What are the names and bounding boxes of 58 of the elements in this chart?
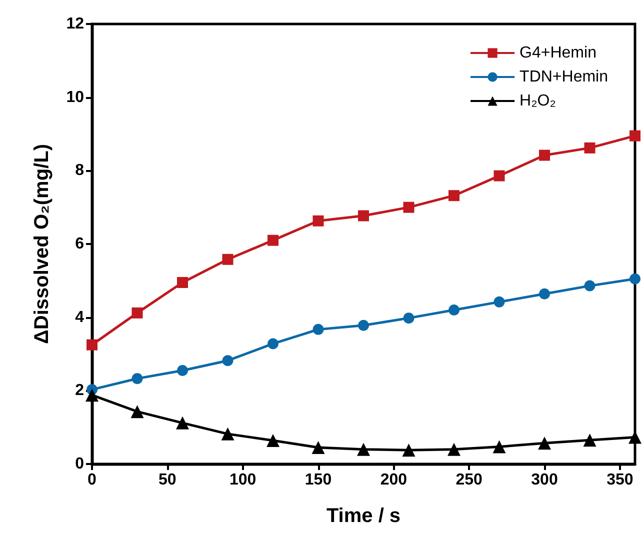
point: [312, 215, 324, 226]
point: [448, 304, 460, 316]
x-tick-label: 100: [229, 472, 256, 488]
point: [312, 441, 325, 454]
point: [86, 339, 98, 350]
point: [492, 440, 506, 454]
legend-label: H₂O₂: [520, 92, 556, 110]
point: [448, 442, 460, 456]
point: [312, 324, 324, 335]
y-tick-label: 10: [66, 88, 84, 106]
point: [539, 288, 550, 300]
x-tick-label: 300: [531, 472, 558, 488]
x-tick-label: 50: [158, 472, 176, 488]
y-axis-title: ΔDissolved O₂(mg/L): [31, 144, 53, 344]
point: [221, 427, 234, 440]
x-tick-label: 250: [456, 472, 483, 488]
point: [222, 355, 234, 366]
x-tick-label: 200: [380, 472, 408, 488]
legend-label: G4+Hemin: [520, 44, 596, 62]
point: [222, 254, 234, 265]
point: [584, 142, 596, 154]
point: [358, 210, 369, 222]
y-tick-label: 0: [75, 456, 84, 472]
x-axis-title: Time / s: [326, 505, 401, 527]
point: [266, 434, 280, 448]
point: [176, 416, 189, 430]
y-tick-label: 4: [75, 308, 84, 326]
point: [268, 234, 278, 246]
point: [494, 296, 505, 308]
point: [539, 150, 550, 161]
point: [538, 436, 551, 450]
point: [448, 190, 460, 202]
point: [630, 273, 640, 284]
point: [86, 388, 98, 402]
point: [402, 444, 416, 457]
point: [583, 434, 596, 447]
point: [268, 338, 278, 350]
point: [630, 130, 640, 142]
point: [177, 277, 188, 288]
point: [358, 320, 369, 331]
point: [130, 405, 144, 418]
point: [494, 170, 505, 182]
point: [584, 280, 596, 292]
y-tick-label: 6: [75, 236, 84, 252]
y-tick-label: 8: [75, 162, 84, 180]
point: [177, 365, 188, 376]
y-tick-label: 12: [66, 16, 84, 32]
x-tick-label: 0: [88, 472, 97, 488]
point: [132, 307, 143, 318]
x-tick-label: 150: [304, 472, 332, 488]
legend-label: TDN+Hemin: [520, 68, 608, 86]
point: [403, 202, 414, 213]
x-tick-label: 350: [606, 472, 634, 488]
y-tick-label: 2: [75, 382, 84, 400]
point: [132, 373, 143, 384]
point: [357, 442, 370, 456]
point: [403, 312, 414, 324]
point: [628, 430, 642, 444]
